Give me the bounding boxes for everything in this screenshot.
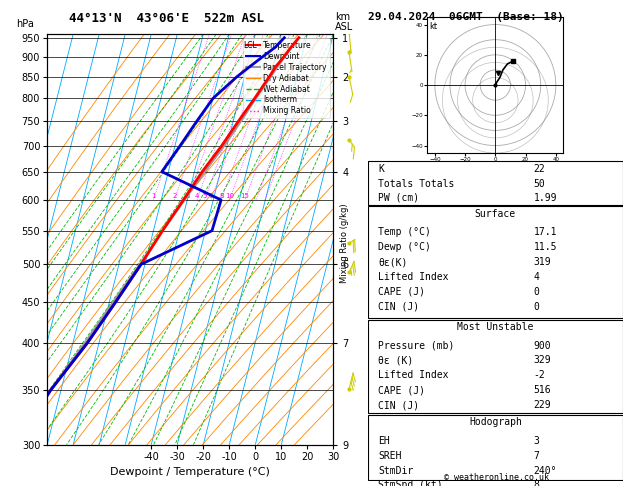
- Text: Totals Totals: Totals Totals: [378, 179, 455, 189]
- Text: EH: EH: [378, 436, 390, 446]
- Text: 50: 50: [533, 179, 545, 189]
- Text: θε(K): θε(K): [378, 257, 408, 267]
- Text: 11.5: 11.5: [533, 243, 557, 252]
- Bar: [368, 415, 623, 480]
- Text: Most Unstable: Most Unstable: [457, 322, 533, 332]
- Text: Dewp (°C): Dewp (°C): [378, 243, 431, 252]
- Text: 6: 6: [209, 193, 213, 199]
- Text: 516: 516: [533, 385, 551, 395]
- Text: 900: 900: [533, 341, 551, 350]
- Text: 1: 1: [151, 193, 155, 199]
- Text: StmDir: StmDir: [378, 466, 413, 476]
- Text: 229: 229: [533, 400, 551, 410]
- Text: 22: 22: [533, 164, 545, 174]
- Text: kt: kt: [429, 21, 437, 31]
- Text: 240°: 240°: [533, 466, 557, 476]
- Text: 319: 319: [533, 257, 551, 267]
- Text: 5: 5: [203, 193, 207, 199]
- Text: hPa: hPa: [16, 19, 33, 30]
- Text: K: K: [378, 164, 384, 174]
- Text: 329: 329: [533, 355, 551, 365]
- Text: 2: 2: [172, 193, 177, 199]
- Text: 0: 0: [533, 302, 540, 312]
- Text: 15: 15: [240, 193, 249, 199]
- Bar: [368, 161, 623, 205]
- Text: θε (K): θε (K): [378, 355, 413, 365]
- Text: SREH: SREH: [378, 451, 402, 461]
- X-axis label: Dewpoint / Temperature (°C): Dewpoint / Temperature (°C): [110, 467, 270, 477]
- Text: 44°13'N  43°06'E  522m ASL: 44°13'N 43°06'E 522m ASL: [69, 12, 264, 25]
- Text: 4: 4: [195, 193, 199, 199]
- Text: 3: 3: [533, 436, 540, 446]
- Text: Surface: Surface: [475, 209, 516, 219]
- Text: © weatheronline.co.uk: © weatheronline.co.uk: [445, 473, 549, 482]
- Text: LCL: LCL: [243, 41, 257, 50]
- Text: Temp (°C): Temp (°C): [378, 227, 431, 238]
- Text: CAPE (J): CAPE (J): [378, 287, 425, 297]
- Text: CIN (J): CIN (J): [378, 400, 420, 410]
- Text: 3: 3: [185, 193, 189, 199]
- Text: 7: 7: [533, 451, 540, 461]
- Text: Pressure (mb): Pressure (mb): [378, 341, 455, 350]
- Legend: Temperature, Dewpoint, Parcel Trajectory, Dry Adiabat, Wet Adiabat, Isotherm, Mi: Temperature, Dewpoint, Parcel Trajectory…: [243, 38, 330, 119]
- Text: Mixing Ratio (g/kg): Mixing Ratio (g/kg): [340, 203, 349, 283]
- Text: 29.04.2024  06GMT  (Base: 18): 29.04.2024 06GMT (Base: 18): [367, 12, 564, 22]
- Bar: [368, 207, 623, 318]
- Text: Lifted Index: Lifted Index: [378, 370, 448, 380]
- Text: 8: 8: [219, 193, 223, 199]
- Text: km
ASL: km ASL: [335, 12, 353, 32]
- Text: 4: 4: [533, 272, 540, 282]
- Text: CIN (J): CIN (J): [378, 302, 420, 312]
- Text: 1.99: 1.99: [533, 193, 557, 203]
- Text: 17.1: 17.1: [533, 227, 557, 238]
- Text: StmSpd (kt): StmSpd (kt): [378, 481, 443, 486]
- Text: PW (cm): PW (cm): [378, 193, 420, 203]
- Text: -2: -2: [533, 370, 545, 380]
- Text: Hodograph: Hodograph: [469, 417, 522, 428]
- Text: CAPE (J): CAPE (J): [378, 385, 425, 395]
- Text: 0: 0: [533, 287, 540, 297]
- Text: Lifted Index: Lifted Index: [378, 272, 448, 282]
- Text: 8: 8: [533, 481, 540, 486]
- Bar: [368, 320, 623, 413]
- Text: 10: 10: [225, 193, 234, 199]
